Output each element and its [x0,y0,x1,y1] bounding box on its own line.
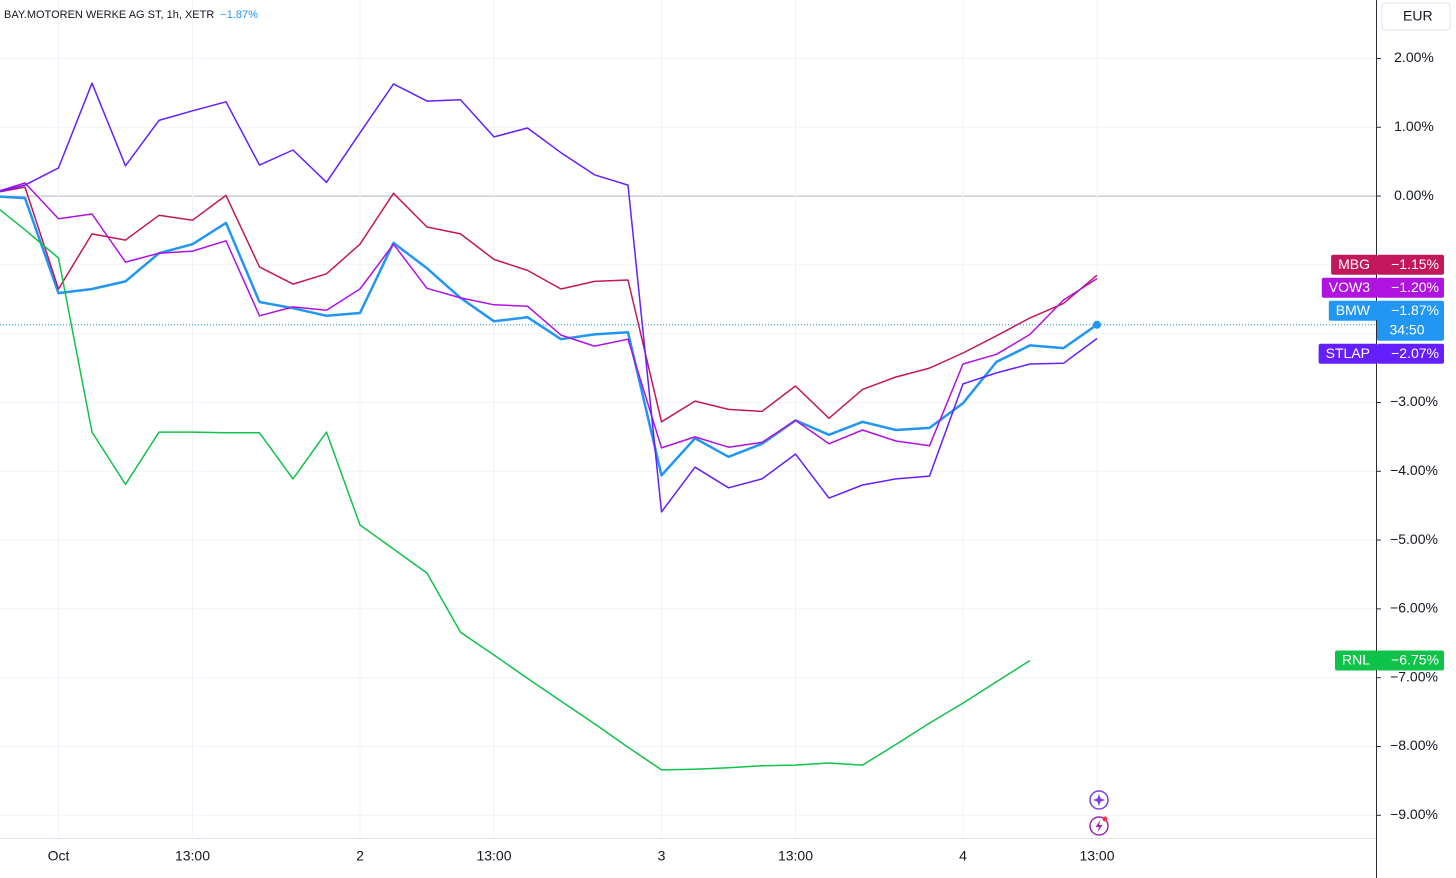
y-tick-label: 1.00% [1394,118,1434,134]
value-label: −2.07% [1391,345,1439,361]
badge-value-box [1377,254,1444,275]
grid [0,0,1376,838]
legend-label: BMW [1336,302,1371,318]
series-line [0,182,1098,449]
badge-value-box [1377,343,1444,364]
last-point [1093,320,1101,329]
series-line [0,208,1031,771]
badge-value-box [1377,650,1444,671]
x-tick-label: 2 [356,848,364,864]
currency-label: EUR [1403,8,1433,24]
series-line [0,186,1098,423]
y-tick-label: 2.00% [1394,49,1434,65]
x-tick-label: 4 [959,848,967,864]
y-tick-label: −6.00% [1390,600,1438,616]
value-label: −1.87% [1391,302,1439,318]
y-tick-label: 0.00% [1394,187,1434,203]
x-tick-label: 13:00 [175,848,210,864]
title-text: BAY.MOTOREN WERKE AG ST, 1h, XETR [4,9,214,21]
badge-value-box [1377,300,1444,341]
badges: MBG −1.15% VOW3 −1.20% BMW −1.87% 34:50 STLAP −2… [1318,254,1444,671]
badge-name-box [1334,650,1377,671]
value-label: −1.20% [1391,279,1439,295]
x-tick-label: 13:00 [476,848,511,864]
badge-name-box [1321,277,1377,298]
legend-label: RNL [1342,652,1370,668]
chart-title: BAY.MOTOREN WERKE AG ST, 1h, XETR −1.87% [4,9,258,21]
legend-label: MBG [1338,256,1370,272]
series-line [0,82,1098,513]
legend-label: STLAP [1326,345,1370,361]
badge-name-box [1318,343,1377,364]
plot-area [0,82,1376,771]
x-tick-label: 13:00 [778,848,813,864]
title-change: −1.87% [220,9,258,21]
y-tick-label: −5.00% [1390,531,1438,547]
countdown: 34:50 [1389,321,1424,337]
value-label: −1.15% [1391,256,1439,272]
badge-value-box [1377,277,1444,298]
series-line [0,195,1098,477]
x-tick-label: Oct [48,848,70,864]
toolbar-icons[interactable] [1089,790,1109,836]
y-tick-label: −4.00% [1390,462,1438,478]
y-tick-label: −3.00% [1390,393,1438,409]
value-label: −6.75% [1391,652,1439,668]
x-tick-label: 13:00 [1079,848,1114,864]
badge-name-box [1328,300,1377,321]
x-tick-label: 3 [658,848,666,864]
badge-name-box [1331,254,1377,275]
y-tick-label: −8.00% [1390,737,1438,753]
legend-label: VOW3 [1329,279,1370,295]
y-tick-label: −7.00% [1390,668,1438,684]
y-tick-label: −9.00% [1390,806,1438,822]
currency-box[interactable] [1381,2,1451,31]
